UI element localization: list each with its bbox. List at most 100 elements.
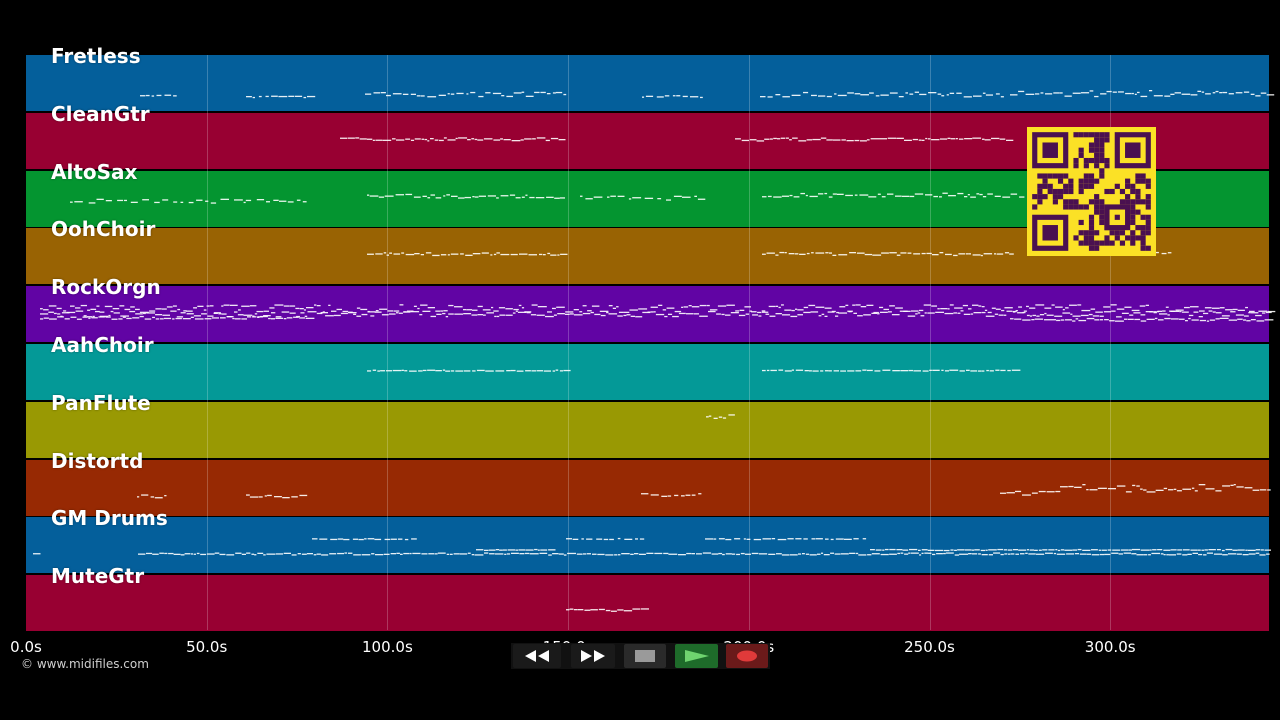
note-mark (854, 139, 860, 142)
note-mark (430, 194, 435, 196)
note-mark (1054, 315, 1063, 317)
note-mark (1190, 306, 1199, 308)
note-mark (402, 93, 409, 95)
note-mark (87, 316, 93, 318)
note-mark (624, 538, 633, 540)
note-mark (806, 252, 810, 255)
note-mark (820, 370, 824, 372)
note-mark (1100, 319, 1104, 321)
note-mark (435, 370, 442, 372)
note-mark (1086, 317, 1095, 320)
note-mark (135, 313, 143, 315)
note-mark (1072, 92, 1081, 94)
note-mark (529, 196, 535, 199)
note-mark (1243, 91, 1250, 93)
note-mark (1056, 553, 1066, 555)
note-mark (367, 310, 370, 313)
note-mark (830, 538, 834, 541)
note-mark (437, 552, 446, 554)
note-mark (557, 254, 560, 256)
note-mark (75, 310, 84, 312)
note-mark (1249, 310, 1255, 313)
stop-button[interactable] (624, 644, 666, 668)
note-mark (799, 253, 806, 255)
note-mark (364, 538, 367, 540)
note-mark (1134, 318, 1141, 321)
note-mark (981, 306, 985, 308)
note-mark (525, 194, 528, 196)
note-mark (1149, 549, 1152, 551)
note-mark (1250, 319, 1256, 321)
note-mark (535, 197, 545, 199)
note-mark (1079, 553, 1087, 555)
note-mark (505, 314, 513, 316)
note-mark (1045, 93, 1053, 95)
note-mark (381, 314, 389, 316)
note-mark (580, 195, 583, 197)
note-mark (654, 552, 663, 555)
note-mark (427, 96, 437, 98)
note-mark (828, 196, 833, 198)
note-mark (821, 313, 825, 315)
note-mark (1258, 310, 1268, 312)
note-mark (413, 305, 417, 307)
note-mark (581, 538, 584, 540)
note-mark (361, 554, 371, 556)
note-mark (947, 308, 950, 310)
note-mark (340, 312, 348, 315)
note-mark (129, 310, 136, 313)
note-mark (880, 94, 889, 96)
note-mark (740, 552, 745, 555)
note-mark (644, 197, 654, 199)
note-mark (765, 313, 770, 315)
note-mark (422, 369, 427, 372)
note-mark (1204, 307, 1212, 309)
note-mark (450, 93, 455, 95)
note-mark (1225, 309, 1233, 311)
note-mark (466, 93, 469, 95)
note-mark (275, 317, 284, 319)
note-mark (863, 314, 871, 316)
note-mark (1237, 309, 1245, 311)
note-mark (316, 553, 321, 555)
note-mark (1026, 314, 1030, 317)
note-mark (779, 251, 785, 254)
note-mark (959, 553, 969, 555)
record-button[interactable] (726, 644, 768, 668)
note-mark (393, 310, 400, 312)
note-mark (295, 307, 300, 310)
note-mark (641, 493, 649, 495)
note-mark (428, 553, 435, 555)
note-mark (427, 307, 435, 309)
note-mark (184, 553, 191, 555)
rewind-button[interactable] (513, 644, 561, 668)
note-mark (936, 553, 943, 555)
note-mark (985, 94, 993, 96)
note-mark (75, 307, 81, 309)
note-mark (1106, 90, 1112, 93)
note-mark (653, 311, 656, 313)
play-button[interactable] (675, 644, 718, 668)
note-mark (898, 96, 904, 98)
note-mark (321, 554, 329, 556)
note-mark (1244, 487, 1253, 489)
note-mark (546, 93, 551, 95)
note-mark (592, 553, 597, 555)
note-mark (635, 538, 638, 540)
note-mark (838, 254, 848, 256)
note-mark (899, 310, 908, 312)
note-mark (145, 94, 150, 97)
note-mark (762, 369, 766, 372)
note-mark (312, 538, 318, 540)
note-mark (483, 314, 486, 316)
note-mark (548, 554, 552, 556)
note-mark (353, 313, 357, 315)
note-mark (840, 370, 846, 372)
note-mark (780, 137, 786, 139)
note-mark (859, 194, 869, 196)
note-mark (657, 198, 662, 200)
note-mark (162, 314, 170, 316)
fast-forward-button[interactable] (571, 644, 615, 668)
note-mark (591, 305, 600, 307)
note-mark (617, 195, 625, 197)
